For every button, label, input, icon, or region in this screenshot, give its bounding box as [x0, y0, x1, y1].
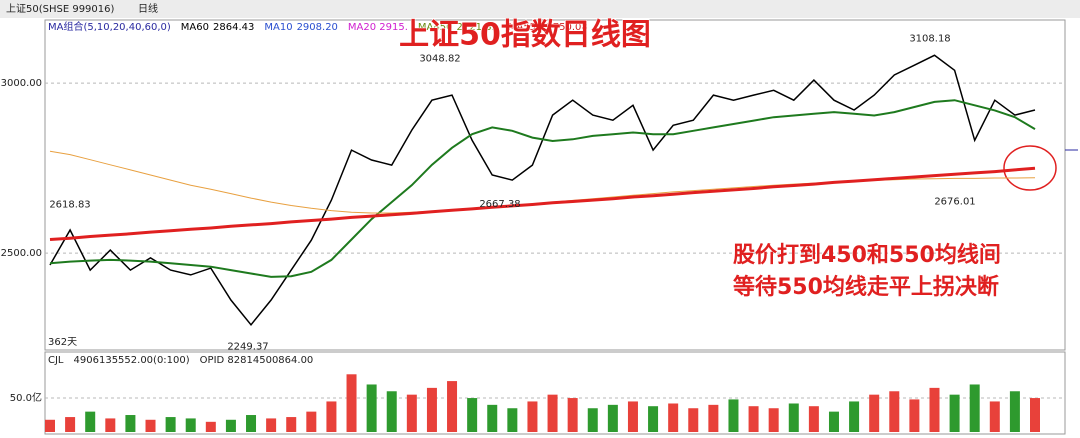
volume-bar	[1030, 398, 1040, 432]
legend-name: MA20 2915.	[348, 22, 408, 33]
volume-bar	[527, 401, 538, 432]
price-label: 2667.38	[479, 199, 520, 210]
volume-bar	[65, 417, 76, 432]
volume-bar	[386, 391, 397, 432]
volume-bar	[909, 399, 920, 432]
legend-name: MA组合(5,10,20,40,60,0)	[48, 20, 171, 33]
y-tick-label: 50.0亿	[10, 391, 42, 404]
volume-bar	[728, 399, 739, 432]
legend-name: MA10	[264, 22, 292, 33]
volume-bar	[266, 418, 277, 432]
volume-bar	[627, 401, 638, 432]
volume-bar	[828, 411, 839, 432]
price-pane	[44, 19, 1066, 351]
volume-bar	[688, 408, 699, 432]
volume-bar	[969, 384, 980, 432]
volume-bar	[929, 387, 940, 432]
chart-title: 上证50指数日线图	[399, 18, 651, 53]
volume-bar	[788, 403, 799, 432]
volume-bar	[426, 387, 437, 432]
volume-bar	[607, 404, 618, 432]
volume-bar	[246, 415, 257, 432]
volume-bar	[165, 417, 176, 432]
volume-bar	[507, 408, 518, 432]
volume-bar	[567, 398, 578, 432]
header-bar	[0, 0, 1080, 18]
volume-bar	[949, 394, 960, 432]
volume-bar	[45, 419, 55, 432]
indicator-legend: MA组合(5,10,20,40,60,0) MA60 2864.43 MA10 2908…	[48, 20, 588, 33]
highlight-circle	[1003, 145, 1057, 191]
volume-bar	[547, 394, 558, 432]
price-label: 3108.18	[909, 33, 950, 44]
volume-bar	[406, 394, 417, 432]
volume-bar	[989, 401, 1000, 432]
indicator-legend: CJL 4906135552.00(0:100) OPID 82814500864.…	[48, 355, 313, 366]
volume-bar	[105, 418, 116, 432]
annotation: 等待550均线走平上拐决断	[733, 274, 999, 300]
legend-value: 2750.08	[546, 22, 587, 33]
price-label: 2249.37	[227, 341, 268, 352]
volume-bar	[346, 374, 357, 432]
legend-name: OPID 82814500864.00	[200, 355, 314, 366]
volume-bar	[487, 404, 498, 432]
volume-bar	[587, 408, 598, 432]
legend-name: MA550	[508, 22, 543, 33]
volume-bar	[306, 411, 317, 432]
volume-bar	[768, 408, 779, 432]
legend-name: MA60	[181, 22, 209, 33]
price-label: 2618.83	[49, 200, 90, 211]
volume-bar	[748, 406, 759, 432]
period[interactable]: 日线	[138, 2, 158, 15]
volume-bar	[145, 419, 156, 432]
legend-value: 2721.89	[456, 22, 497, 33]
volume-bar	[467, 398, 478, 432]
symbol: 上证50(SHSE 999016)	[6, 3, 115, 15]
volume-bar	[808, 406, 819, 432]
volume-bar	[125, 415, 136, 432]
volume-bar	[286, 417, 297, 432]
price-line	[49, 166, 1036, 241]
volume-bar	[225, 419, 236, 432]
legend-value: 2864.43	[213, 22, 254, 33]
legend-name: 4906135552.00(0:100)	[74, 355, 190, 366]
price-label: 3048.82	[419, 54, 460, 65]
volume-bar	[447, 381, 458, 432]
price-line	[49, 99, 1036, 278]
y-tick-label: 3000.00	[1, 78, 42, 89]
volume-bar	[869, 394, 880, 432]
volume-bar	[668, 403, 679, 432]
volume-bar	[185, 418, 196, 432]
period-note: 362天	[48, 337, 77, 348]
volume-bar	[366, 384, 377, 432]
volume-bar	[1009, 391, 1020, 432]
volume-bar	[708, 404, 719, 432]
volume-bar	[648, 406, 659, 432]
legend-name: MA450	[418, 22, 453, 33]
legend-value: 2908.20	[297, 22, 338, 33]
y-tick-label: 2500.00	[1, 248, 42, 259]
volume-bar	[849, 401, 860, 432]
legend-name: CJL	[48, 355, 64, 366]
volume-bar	[85, 411, 96, 432]
volume-bar	[326, 401, 337, 432]
price-label: 2676.01	[934, 196, 975, 207]
volume-pane	[44, 351, 1066, 435]
volume-bar	[205, 421, 216, 432]
volume-bar	[889, 391, 900, 432]
annotation: 股价打到450和550均线间	[733, 242, 1001, 268]
